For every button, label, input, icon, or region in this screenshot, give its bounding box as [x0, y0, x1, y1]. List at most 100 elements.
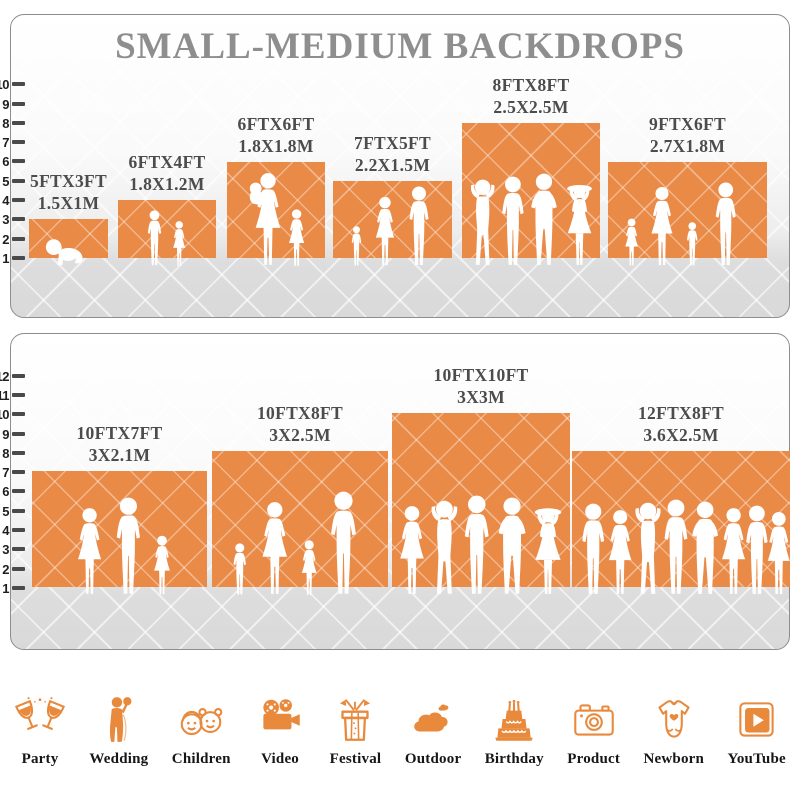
ruler-tick: 2 — [0, 231, 25, 247]
tick-mark — [12, 509, 25, 513]
tick-mark — [12, 198, 25, 202]
backdrop-label: 6FTX4FT 1.8X1.2M — [128, 151, 206, 194]
people-silhouettes — [45, 239, 83, 266]
category-party: Party — [14, 694, 66, 768]
ruler-tick: 8 — [0, 115, 25, 131]
tick-mark — [12, 374, 25, 378]
backdrop-9ftx6ft: 9FTX6FT 2.7X1.8M — [608, 114, 767, 266]
category-row: Party Wedding — [0, 656, 800, 768]
tick-mark — [12, 217, 25, 221]
category-video: Video — [254, 694, 306, 768]
people-silhouettes — [147, 210, 186, 267]
ruler-tick: 6 — [0, 153, 25, 169]
ruler-tick: 10 — [0, 406, 25, 422]
backdrop-label: 10FTX7FT 3X2.1M — [76, 422, 163, 465]
movie-camera-icon — [263, 699, 300, 730]
category-label: Product — [567, 751, 621, 767]
ruler-tick: 3 — [0, 211, 25, 227]
category-label: Birthday — [484, 751, 544, 767]
category-label: Newborn — [643, 751, 705, 767]
category-newborn: Newborn — [643, 694, 704, 768]
backdrop-label: 10FTX10FT 3X3M — [433, 364, 529, 407]
category-label: Children — [171, 751, 231, 767]
tick-mark — [12, 121, 25, 125]
people-silhouettes — [582, 499, 790, 594]
category-youtube: YouTube — [727, 694, 786, 768]
people-silhouettes — [249, 173, 305, 266]
photo-camera-icon — [573, 704, 614, 736]
ruler-tick: 9 — [0, 426, 25, 442]
play-button-icon — [738, 702, 774, 737]
tick-mark — [12, 412, 25, 416]
backdrop-10ftx7ft: 10FTX7FT 3X2.1M — [32, 423, 207, 595]
tick-mark — [12, 567, 25, 571]
category-label: YouTube — [727, 751, 786, 767]
party-glasses-icon — [15, 697, 65, 730]
tick-mark — [12, 547, 25, 551]
tick-mark — [12, 470, 25, 474]
backdrop-label: 5FTX3FT 1.5X1M — [30, 170, 107, 213]
category-label: Festival — [329, 751, 382, 767]
backdrop-label: 12FTX8FT 3.6X2.5M — [637, 402, 725, 445]
panel-small-sizes: SMALL-MEDIUM BACKDROPS 10 9 8 7 6 5 4 3 … — [0, 14, 790, 318]
tick-mark — [12, 451, 25, 455]
people-silhouettes — [625, 182, 736, 266]
category-wedding: Wedding — [89, 694, 148, 768]
category-label: Outdoor — [404, 751, 462, 767]
ruler-tick: 2 — [0, 561, 25, 577]
backdrop-label: 10FTX8FT 3X2.5M — [256, 402, 344, 445]
children-faces-icon — [180, 708, 223, 736]
ruler-tick: 11 — [0, 387, 25, 403]
tick-mark — [12, 489, 25, 493]
backdrop-12ftx8ft: 12FTX8FT 3.6X2.5M — [572, 403, 790, 594]
category-children: Children — [172, 694, 231, 768]
tick-mark — [12, 528, 25, 532]
tick-mark — [12, 179, 25, 183]
ruler-tick: 1 — [0, 580, 25, 596]
panel-medium-sizes: 12 11 10 9 8 7 6 5 4 3 2 1 10FTX7FT 3X2.… — [0, 333, 790, 650]
clouds-icon — [414, 704, 449, 732]
category-label: Wedding — [89, 751, 149, 767]
people-silhouettes — [233, 491, 356, 595]
backdrop-6ftx6ft: 6FTX6FT 1.8X1.8M — [227, 114, 325, 266]
tick-mark — [12, 586, 25, 590]
backdrop-10ftx10ft: 10FTX10FT 3X3M — [392, 365, 570, 594]
category-festival: Festival — [329, 694, 381, 768]
tick-mark — [12, 237, 25, 241]
ruler-tick: 7 — [0, 464, 25, 480]
baby-onesie-icon — [658, 700, 690, 738]
ruler-tick: 9 — [0, 96, 25, 112]
ruler-tick: 7 — [0, 134, 25, 150]
backdrop-6ftx4ft: 6FTX4FT 1.8X1.2M — [118, 152, 216, 267]
ruler-tick: 10 — [0, 76, 25, 92]
wedding-couple-icon — [109, 697, 132, 742]
people-silhouettes — [351, 186, 429, 266]
ruler-tick: 12 — [0, 368, 25, 384]
people-silhouettes — [400, 495, 562, 594]
people-silhouettes — [470, 173, 592, 265]
tick-mark — [12, 159, 25, 163]
backdrop-label: 6FTX6FT 1.8X1.8M — [237, 113, 315, 156]
backdrop-8ftx8ft: 8FTX8FT 2.5X2.5M — [462, 75, 600, 265]
backdrop-10ftx8ft: 10FTX8FT 3X2.5M — [212, 403, 388, 595]
tick-mark — [12, 102, 25, 106]
ruler-tick: 1 — [0, 250, 25, 266]
category-birthday: Birthday — [485, 694, 544, 768]
ruler-tick: 5 — [0, 503, 25, 519]
ruler-tick: 4 — [0, 192, 25, 208]
ruler-tick: 4 — [0, 522, 25, 538]
gift-box-icon — [340, 699, 371, 741]
backdrop-5ftx3ft: 5FTX3FT 1.5X1M — [29, 171, 108, 266]
backdrop-label: 8FTX8FT 2.5X2.5M — [492, 74, 570, 117]
tick-mark — [12, 393, 25, 397]
ruler-tick: 8 — [0, 445, 25, 461]
birthday-cake-icon — [495, 699, 534, 741]
category-label: Video — [261, 751, 300, 767]
ruler-tick: 5 — [0, 173, 25, 189]
category-outdoor: Outdoor — [405, 694, 461, 768]
tick-mark — [12, 256, 25, 260]
page-title: SMALL-MEDIUM BACKDROPS — [115, 26, 685, 67]
tick-mark — [12, 82, 25, 86]
tick-mark — [12, 140, 25, 144]
